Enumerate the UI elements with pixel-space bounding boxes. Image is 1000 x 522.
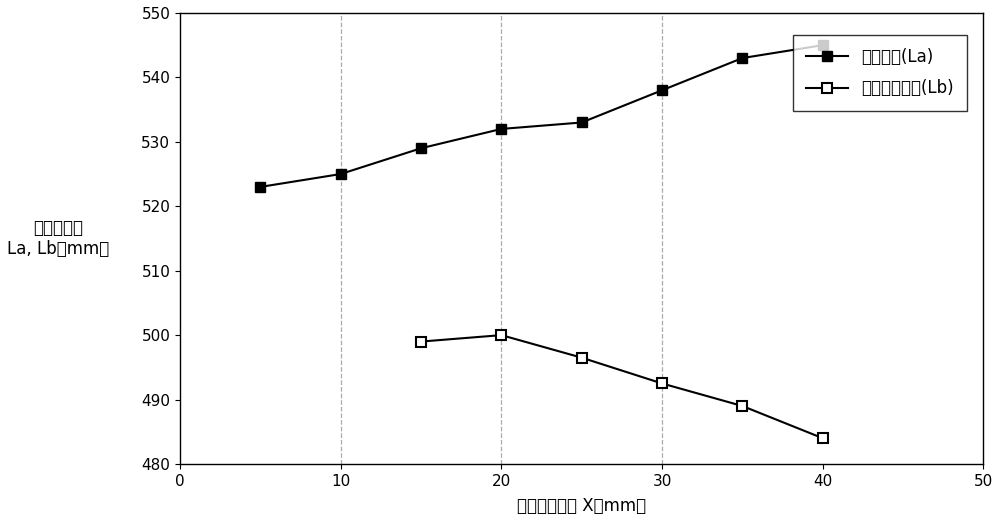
容器底面(La) bbox=[736, 55, 748, 61]
Line: 粉末状剂表面(Lb): 粉末状剂表面(Lb) bbox=[416, 330, 828, 443]
粉末状剂表面(Lb) bbox=[656, 381, 668, 387]
X-axis label: 粉末状剂厚度 X（mm）: 粉末状剂厚度 X（mm） bbox=[517, 497, 646, 515]
粉末状剂表面(Lb) bbox=[736, 403, 748, 409]
Legend: 容器底面(La), 粉末状剂表面(Lb): 容器底面(La), 粉末状剂表面(Lb) bbox=[793, 35, 967, 111]
粉末状剂表面(Lb) bbox=[576, 354, 588, 361]
粉末状剂表面(Lb) bbox=[817, 435, 829, 442]
容器底面(La) bbox=[576, 120, 588, 126]
Line: 容器底面(La): 容器底面(La) bbox=[255, 40, 828, 192]
容器底面(La) bbox=[817, 42, 829, 49]
Y-axis label: 距离测定値
La, Lb（mm）: 距离测定値 La, Lb（mm） bbox=[7, 219, 109, 258]
容器底面(La) bbox=[254, 184, 266, 190]
容器底面(La) bbox=[415, 145, 427, 151]
容器底面(La) bbox=[656, 87, 668, 93]
粉末状剂表面(Lb) bbox=[415, 338, 427, 345]
容器底面(La) bbox=[335, 171, 347, 177]
粉末状剂表面(Lb) bbox=[495, 332, 507, 338]
容器底面(La) bbox=[495, 126, 507, 132]
